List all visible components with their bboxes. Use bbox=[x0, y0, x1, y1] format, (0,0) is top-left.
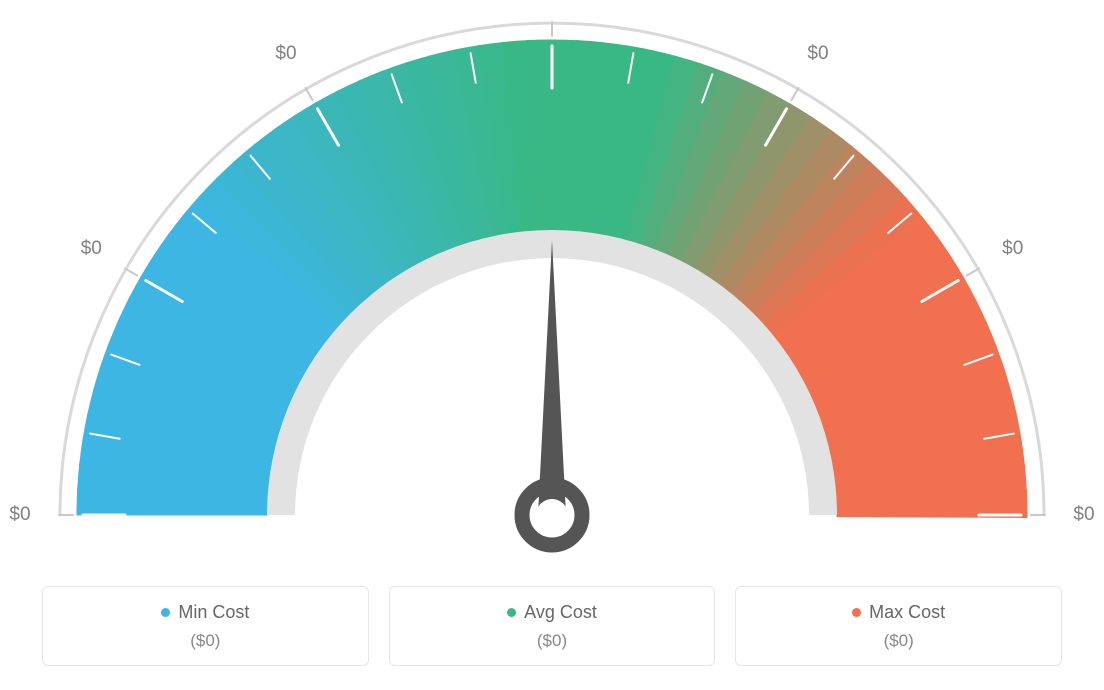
legend-max-label: Max Cost bbox=[869, 602, 945, 623]
legend-min-label: Min Cost bbox=[178, 602, 249, 623]
legend-avg-value: ($0) bbox=[537, 631, 567, 651]
legend-avg-label-row: Avg Cost bbox=[507, 602, 597, 623]
legend-avg-cost: Avg Cost ($0) bbox=[389, 586, 716, 666]
legend-max-dot bbox=[852, 608, 861, 617]
legend-min-value: ($0) bbox=[190, 631, 220, 651]
gauge-tick-label: $0 bbox=[1073, 504, 1094, 526]
gauge-tick-label: $0 bbox=[1002, 238, 1023, 260]
legend-avg-dot bbox=[507, 608, 516, 617]
legend-row: Min Cost ($0) Avg Cost ($0) Max Cost ($0… bbox=[42, 586, 1062, 666]
legend-min-dot bbox=[161, 608, 170, 617]
legend-min-label-row: Min Cost bbox=[161, 602, 249, 623]
gauge-tick-label: $0 bbox=[81, 238, 102, 260]
legend-max-label-row: Max Cost bbox=[852, 602, 945, 623]
legend-min-cost: Min Cost ($0) bbox=[42, 586, 369, 666]
gauge-tick-label: $0 bbox=[275, 43, 296, 65]
gauge-chart: $0$0$0$0$0$0$0 bbox=[0, 0, 1104, 560]
legend-avg-label: Avg Cost bbox=[524, 602, 597, 623]
legend-max-cost: Max Cost ($0) bbox=[735, 586, 1062, 666]
gauge-chart-container: $0$0$0$0$0$0$0 Min Cost ($0) Avg Cost ($… bbox=[0, 0, 1104, 690]
gauge-tick-label: $0 bbox=[807, 43, 828, 65]
gauge-tick-label: $0 bbox=[9, 504, 30, 526]
legend-max-value: ($0) bbox=[884, 631, 914, 651]
